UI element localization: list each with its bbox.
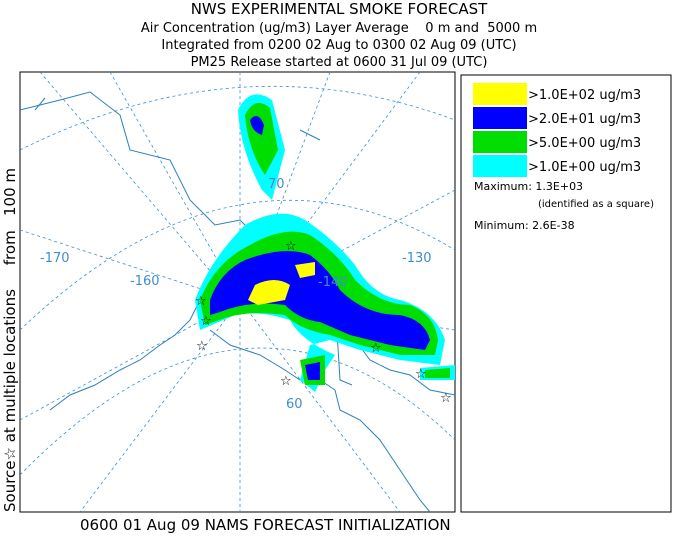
source-markers: ☆ ☆ ☆ ☆ ☆ ☆ ☆ ☆ <box>195 239 452 406</box>
title: NWS EXPERIMENTAL SMOKE FORECAST <box>191 0 488 18</box>
minimum: Minimum: 2.6E-38 <box>474 219 575 232</box>
legend-label: >2.0E+01 ug/m3 <box>528 112 641 127</box>
graticule-label: -170 <box>40 251 70 266</box>
side-label: Source☆ at multiple locations from 100 m <box>1 168 19 512</box>
graticule <box>20 85 455 476</box>
legend-swatch <box>473 107 527 129</box>
footer: 0600 01 Aug 09 NAMS FORECAST INITIALIZAT… <box>80 516 451 534</box>
maximum-note: (identified as a square) <box>538 199 654 210</box>
graticule-label: 60 <box>286 397 303 412</box>
legend-swatch <box>473 155 527 177</box>
graticule-label: 70 <box>268 177 285 192</box>
subtitle: Integrated from 0200 02 Aug to 0300 02 A… <box>161 38 516 53</box>
subtitle: Air Concentration (ug/m3) Layer Average … <box>141 21 537 36</box>
subtitle: PM25 Release started at 0600 31 Jul 09 (… <box>191 55 488 70</box>
legend-swatch <box>473 131 527 153</box>
svg-text:☆: ☆ <box>440 391 452 406</box>
legend: >1.0E+02 ug/m3 >2.0E+01 ug/m3 >5.0E+00 ug/… <box>460 74 672 513</box>
svg-text:☆: ☆ <box>200 314 212 329</box>
svg-text:☆: ☆ <box>415 367 427 382</box>
svg-text:☆: ☆ <box>285 239 297 254</box>
svg-text:☆: ☆ <box>280 374 292 389</box>
svg-text:☆: ☆ <box>196 339 208 354</box>
legend-label: >5.0E+00 ug/m3 <box>528 136 641 151</box>
map: ☆ ☆ ☆ ☆ ☆ ☆ ☆ ☆ -170 -160 -140 -130 70 60 <box>19 71 456 513</box>
smoke-plume <box>195 94 455 392</box>
legend-label: >1.0E+00 ug/m3 <box>528 160 641 175</box>
legend-label: >1.0E+02 ug/m3 <box>528 88 641 103</box>
graticule-label: -130 <box>402 251 432 266</box>
graticule-label: -160 <box>130 274 160 289</box>
svg-text:☆: ☆ <box>195 294 207 309</box>
maximum: Maximum: 1.3E+03 <box>474 180 583 193</box>
svg-text:☆: ☆ <box>370 341 382 356</box>
legend-swatch <box>473 83 527 105</box>
graticule-label: -140 <box>318 275 348 290</box>
